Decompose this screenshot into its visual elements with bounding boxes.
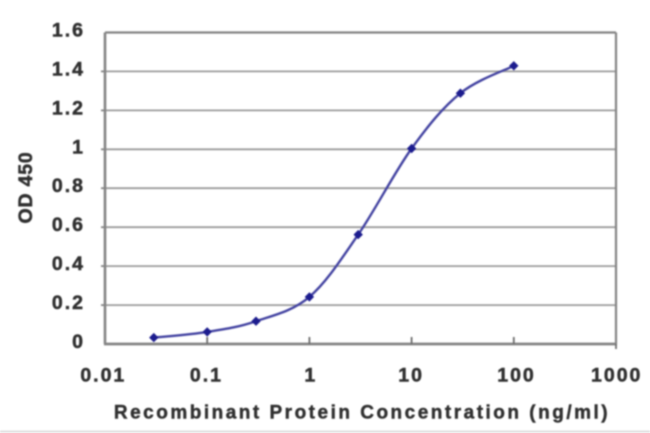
svg-text:0.6: 0.6 [52,214,85,236]
svg-text:1000: 1000 [591,365,642,387]
svg-text:0.8: 0.8 [52,175,85,197]
svg-text:100: 100 [497,365,536,387]
svg-text:1.4: 1.4 [52,58,85,80]
svg-text:Recombinant Protein Concentrat: Recombinant Protein Concentration (ng/ml… [114,403,610,424]
svg-text:1: 1 [72,136,85,158]
svg-text:OD 450: OD 450 [15,151,37,223]
svg-text:1.2: 1.2 [52,97,85,119]
svg-text:1.6: 1.6 [52,20,85,42]
svg-text:0.4: 0.4 [52,253,85,275]
svg-text:1: 1 [304,365,317,387]
svg-text:0.01: 0.01 [80,365,126,387]
svg-text:0.2: 0.2 [52,292,85,314]
svg-text:10: 10 [398,365,424,387]
svg-text:0.1: 0.1 [190,365,223,387]
svg-text:0: 0 [72,331,85,353]
